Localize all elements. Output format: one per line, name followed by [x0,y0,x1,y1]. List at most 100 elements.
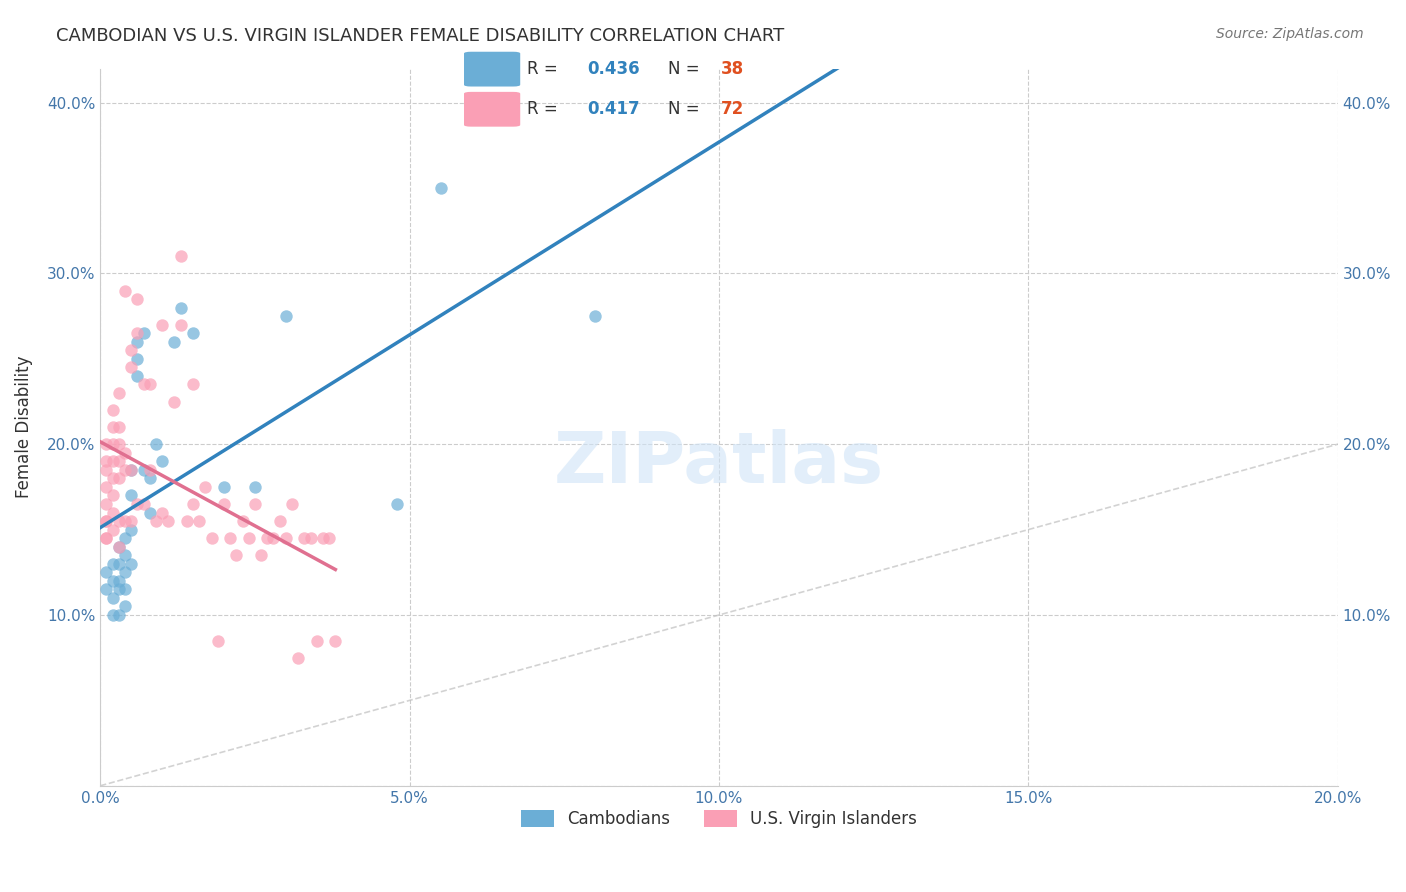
Point [387,497,409,511]
Point [274,309,297,323]
Point [219,531,242,545]
Point [150,318,173,332]
Point [263,531,285,545]
Point [108,514,131,528]
FancyBboxPatch shape [464,52,520,87]
Text: N =: N = [668,60,704,78]
Point [108,420,131,434]
Point [108,386,131,401]
Point [101,506,124,520]
Point [281,497,304,511]
Point [318,531,340,545]
Point [256,531,278,545]
Point [101,420,124,434]
Point [114,284,136,298]
Point [120,463,142,477]
FancyBboxPatch shape [464,92,520,127]
Point [96,531,118,545]
Point [120,488,142,502]
Point [150,506,173,520]
Point [194,480,217,494]
Point [212,480,235,494]
Point [325,633,347,648]
Point [150,454,173,468]
Point [101,471,124,485]
Point [127,292,149,306]
Point [101,607,124,622]
Point [243,497,266,511]
Point [96,531,118,545]
Point [96,463,118,477]
Point [101,523,124,537]
Point [139,463,162,477]
Point [108,471,131,485]
Point [120,360,142,375]
Point [96,454,118,468]
Point [96,514,118,528]
Point [312,531,335,545]
Point [114,463,136,477]
Text: R =: R = [527,100,564,118]
Point [163,334,186,349]
Point [114,531,136,545]
Point [181,377,204,392]
Point [145,437,167,451]
Point [170,318,193,332]
Point [127,497,149,511]
Point [114,599,136,614]
Point [294,531,316,545]
Point [157,514,180,528]
Point [274,531,297,545]
Text: 72: 72 [721,100,744,118]
Point [127,326,149,341]
Point [120,463,142,477]
Point [181,497,204,511]
Point [96,514,118,528]
Point [232,514,254,528]
Point [145,514,167,528]
Point [120,557,142,571]
Point [188,514,211,528]
Point [305,633,328,648]
Point [243,480,266,494]
Point [108,574,131,588]
Point [287,650,309,665]
Point [96,480,118,494]
Text: R =: R = [527,60,564,78]
Point [101,557,124,571]
Point [583,309,606,323]
Point [120,523,142,537]
Point [127,351,149,366]
Point [108,557,131,571]
Point [132,326,155,341]
Point [127,368,149,383]
Text: 0.436: 0.436 [588,60,640,78]
Point [132,463,155,477]
Point [108,582,131,597]
Point [201,531,224,545]
Point [139,471,162,485]
Point [250,548,273,562]
Point [114,548,136,562]
Point [170,249,193,263]
Point [207,633,229,648]
Point [120,514,142,528]
Text: N =: N = [668,100,704,118]
Point [114,446,136,460]
Point [108,607,131,622]
Point [176,514,198,528]
Point [101,403,124,417]
Point [139,506,162,520]
Point [101,488,124,502]
Point [96,582,118,597]
Point [120,343,142,358]
Point [238,531,260,545]
Text: CAMBODIAN VS U.S. VIRGIN ISLANDER FEMALE DISABILITY CORRELATION CHART: CAMBODIAN VS U.S. VIRGIN ISLANDER FEMALE… [56,27,785,45]
Text: 38: 38 [721,60,744,78]
Point [299,531,322,545]
Point [101,574,124,588]
Point [108,437,131,451]
Point [127,334,149,349]
Point [96,437,118,451]
Text: Source: ZipAtlas.com: Source: ZipAtlas.com [1216,27,1364,41]
